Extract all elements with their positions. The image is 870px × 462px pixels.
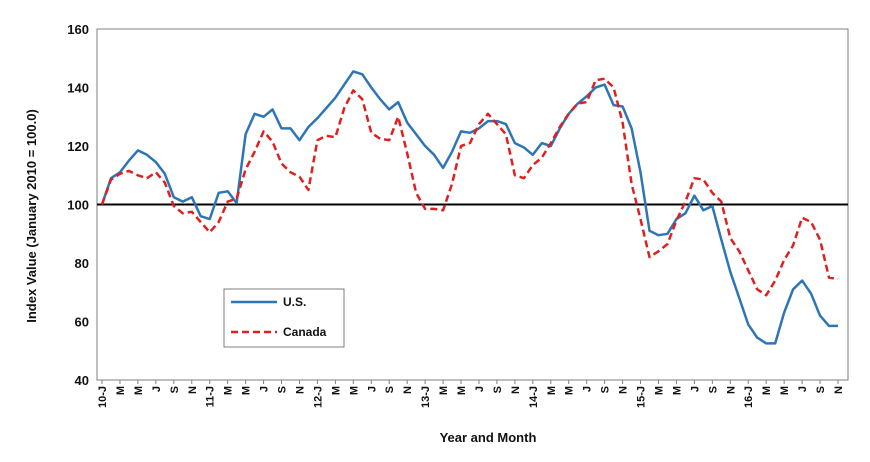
x-tick-label: 15-J	[636, 386, 648, 408]
y-tick-label: 80	[75, 256, 89, 271]
x-tick-label: J	[366, 386, 378, 392]
x-tick-label: 13-J	[420, 386, 432, 408]
x-tick-label: M	[564, 386, 576, 395]
x-tick-label: J	[689, 386, 701, 392]
x-tick-label: J	[259, 386, 271, 392]
x-tick-label: 16-J	[743, 386, 755, 408]
x-tick-label: N	[618, 386, 630, 394]
y-axis-ticks: 40 60 80 100 120 140 160	[67, 22, 89, 388]
x-tick-label: M	[671, 386, 683, 395]
legend-box	[223, 288, 345, 348]
x-tick-label: M	[761, 386, 773, 395]
x-tick-label: N	[725, 386, 737, 394]
x-tick-label: N	[187, 386, 199, 394]
series-line-us	[100, 70, 838, 345]
x-tick-label: N	[402, 386, 414, 394]
x-tick-label: M	[223, 386, 235, 395]
x-tick-label: M	[653, 386, 665, 395]
x-tick-label: J	[474, 386, 486, 392]
x-tick-label: M	[330, 386, 342, 395]
x-tick-label: J	[151, 386, 163, 392]
x-tick-label: M	[779, 386, 791, 395]
x-tick-label: S	[707, 386, 719, 393]
y-tick-label: 100	[67, 198, 89, 213]
x-tick-label: S	[815, 386, 827, 393]
x-axis-ticks: 10-J M M J S N 11-J M M J S N 12-J M M J S N 13-J M M J S N 14-J…	[97, 380, 845, 408]
y-tick-label: 60	[75, 315, 89, 330]
legend: U.S. Canada	[223, 288, 345, 348]
x-tick-label: M	[115, 386, 127, 395]
x-tick-label: M	[456, 386, 468, 395]
x-tick-label: 10-J	[97, 386, 109, 408]
x-tick-label: N	[294, 386, 306, 394]
y-tick-label: 120	[67, 139, 89, 154]
x-tick-label: M	[241, 386, 253, 395]
x-tick-label: M	[438, 386, 450, 395]
x-tick-label: M	[348, 386, 360, 395]
x-tick-label: N	[510, 386, 522, 394]
legend-label-us: U.S.	[283, 295, 306, 309]
y-tick-label: 40	[75, 373, 89, 388]
series-lines	[100, 70, 839, 345]
y-axis-title: Index Value (January 2010 = 100.0)	[24, 109, 39, 323]
x-tick-label: S	[384, 386, 396, 393]
x-axis-title: Year and Month	[440, 430, 537, 445]
series-line-canada	[100, 77, 839, 297]
x-tick-label: N	[833, 386, 845, 394]
x-tick-label: J	[582, 386, 594, 392]
x-tick-label: S	[169, 386, 181, 393]
x-tick-label: 14-J	[528, 386, 540, 408]
x-tick-label: M	[133, 386, 145, 395]
x-tick-label: 12-J	[312, 386, 324, 408]
y-tick-label: 160	[67, 22, 89, 37]
y-tick-label: 140	[67, 81, 89, 96]
x-tick-label: M	[546, 386, 558, 395]
x-tick-label: 11-J	[205, 386, 217, 407]
x-tick-label: S	[600, 386, 612, 393]
legend-label-canada: Canada	[283, 325, 327, 339]
x-tick-label: J	[797, 386, 809, 392]
x-tick-label: S	[492, 386, 504, 393]
x-tick-label: S	[277, 386, 289, 393]
